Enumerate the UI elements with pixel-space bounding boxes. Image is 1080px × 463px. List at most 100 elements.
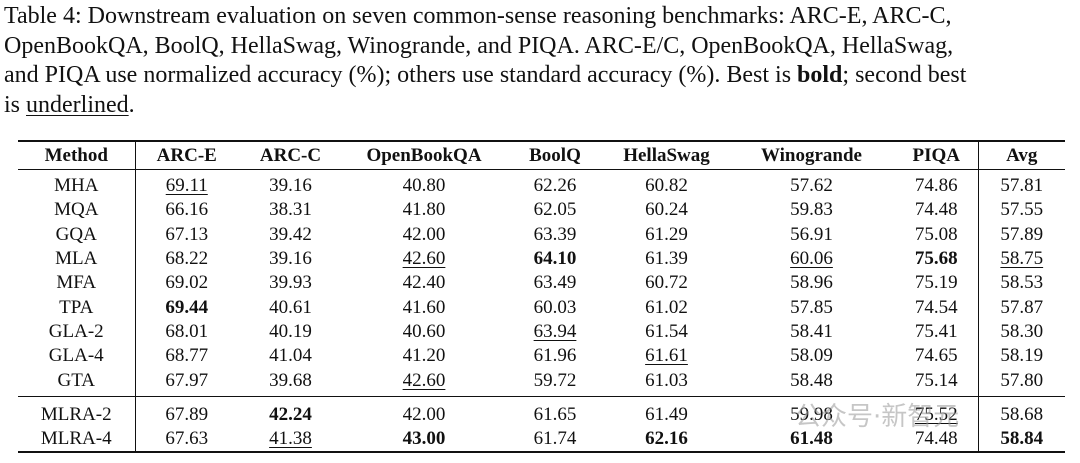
cell-container: 58.75 bbox=[978, 247, 1065, 271]
score: 62.16 bbox=[645, 428, 688, 450]
column-header: Method bbox=[18, 140, 136, 170]
cell-container: 42.24 bbox=[238, 395, 343, 427]
score: 39.93 bbox=[269, 272, 312, 294]
method-name: MQA bbox=[18, 198, 136, 223]
score: 75.68 bbox=[914, 248, 958, 270]
score: 60.82 bbox=[645, 175, 688, 197]
score: 39.16 bbox=[269, 248, 312, 270]
score: 61.96 bbox=[533, 345, 577, 367]
table-row: GTA 67.97 39.68 42.60 59.72 61.03 58.48 75.14 57… bbox=[18, 368, 1065, 397]
score: 57.55 bbox=[1000, 199, 1044, 221]
column-header: ARC-E bbox=[135, 140, 238, 170]
score: 63.94 bbox=[533, 320, 577, 342]
score: 58.84 bbox=[1000, 428, 1044, 450]
caption-text: bold bbox=[797, 62, 843, 88]
method-name: MFA bbox=[18, 271, 136, 296]
cell-container: 69.44 bbox=[135, 295, 238, 319]
table-row: MLA 68.22 39.16 42.60 64.10 61.39 60.06 75.68 58… bbox=[18, 246, 1065, 272]
cell-container: 43.00 bbox=[343, 426, 505, 454]
score: 60.06 bbox=[790, 248, 833, 270]
column-header: Winogrande bbox=[728, 140, 895, 170]
score: 67.63 bbox=[135, 426, 238, 454]
table-row: GQA 67.13 39.42 42.00 63.39 61.29 56.91 75.08 57… bbox=[18, 222, 1065, 247]
table-row: MLRA-2 67.89 42.24 42.00 61.65 61.49 59.98 75.5… bbox=[18, 395, 1065, 427]
table-row: MQA 66.16 38.31 41.80 62.05 60.24 59.83 74.48 57… bbox=[18, 198, 1065, 223]
column-header: PIQA bbox=[895, 140, 979, 170]
score: 57.87 bbox=[1000, 296, 1044, 318]
caption-line: and PIQA use normalized accuracy (%); ot… bbox=[4, 61, 1076, 91]
score: 60.03 bbox=[533, 296, 577, 318]
table-row: MFA 69.02 39.93 42.40 63.49 60.72 58.96 75.19 58… bbox=[18, 271, 1065, 296]
score: 58.96 bbox=[790, 272, 833, 294]
score: 43.00 bbox=[402, 428, 446, 450]
score: 58.48 bbox=[728, 368, 895, 397]
method-name: MLA bbox=[18, 246, 136, 272]
score: 57.81 bbox=[1000, 175, 1044, 197]
score: 62.05 bbox=[533, 199, 577, 221]
method-name: MLRA-4 bbox=[18, 426, 136, 454]
score: 58.68 bbox=[978, 395, 1065, 427]
score: 74.48 bbox=[895, 426, 979, 454]
table-row: MLRA-4 67.63 41.38 43.00 61.74 62.16 61.48 74.4… bbox=[18, 426, 1065, 454]
caption-text: is bbox=[4, 91, 27, 118]
watermark: 公众号·新智元 bbox=[795, 402, 960, 432]
score: 41.20 bbox=[402, 345, 446, 367]
table-row: TPA 69.44 40.61 41.60 60.03 61.02 57.85 74.54 57… bbox=[18, 295, 1065, 320]
method-name: MLRA-2 bbox=[18, 395, 136, 427]
score: 61.39 bbox=[645, 248, 688, 270]
score: 74.65 bbox=[895, 344, 979, 369]
score: 61.03 bbox=[605, 368, 728, 397]
table-row: GLA-2 68.01 40.19 40.60 63.94 61.54 58.41 75.41… bbox=[18, 319, 1065, 345]
row-group: MLRA-2 67.89 42.24 42.00 61.65 61.49 59.98 75.5… bbox=[18, 395, 1065, 454]
score: 61.49 bbox=[605, 395, 728, 427]
cell-container: 42.60 bbox=[343, 247, 505, 271]
caption: Table 4: Downstream evaluation on seven … bbox=[4, 2, 1076, 120]
caption-line: OpenBookQA, BoolQ, HellaSwag, Winogrande… bbox=[4, 32, 1076, 62]
score: 58.75 bbox=[1000, 248, 1044, 270]
cell-container: 75.52 bbox=[895, 395, 979, 427]
score: 40.80 bbox=[402, 175, 446, 197]
score: 56.91 bbox=[790, 223, 833, 245]
score: 75.14 bbox=[895, 368, 979, 397]
score: 62.26 bbox=[533, 175, 577, 197]
method-name: GTA bbox=[18, 368, 136, 397]
results-table: Method ARC-E ARC-C OpenBookQA BoolQ HellaSwag… bbox=[18, 140, 1065, 454]
score: 75.08 bbox=[895, 222, 979, 247]
table-row: GLA-4 68.77 41.04 41.20 61.96 61.61 58.09 74.65… bbox=[18, 344, 1065, 369]
score: 39.16 bbox=[269, 175, 312, 197]
score: 61.54 bbox=[645, 320, 688, 342]
score: 74.54 bbox=[895, 295, 979, 320]
score: 67.89 bbox=[135, 395, 238, 427]
score: 63.49 bbox=[533, 272, 577, 294]
score: 66.16 bbox=[165, 199, 209, 221]
score: 61.48 bbox=[790, 428, 833, 450]
score: 42.60 bbox=[402, 369, 446, 391]
score: 42.24 bbox=[269, 403, 312, 425]
score: 68.01 bbox=[165, 320, 209, 342]
score: 75.41 bbox=[895, 319, 979, 345]
score: 57.89 bbox=[1000, 223, 1044, 245]
score: 39.68 bbox=[238, 368, 343, 397]
cell-container: 75.68 bbox=[895, 246, 979, 272]
caption-text: OpenBookQA, BoolQ, HellaSwag, Winogrande… bbox=[4, 32, 954, 59]
caption-line: Table 4: Downstream evaluation on seven … bbox=[4, 2, 1076, 32]
cell-container: 60.06 bbox=[728, 247, 895, 271]
score: 63.39 bbox=[533, 223, 577, 245]
cell-container: 64.10 bbox=[505, 247, 605, 271]
score: 61.61 bbox=[645, 345, 688, 367]
column-header: OpenBookQA bbox=[343, 140, 505, 170]
score: 41.80 bbox=[402, 199, 446, 221]
score: 75.52 bbox=[914, 403, 958, 425]
score: 57.62 bbox=[790, 175, 833, 197]
method-name: GQA bbox=[18, 222, 136, 247]
score: 60.72 bbox=[645, 272, 688, 294]
method-name: GLA-4 bbox=[18, 344, 136, 369]
score: 75.19 bbox=[895, 271, 979, 296]
score: 42.60 bbox=[402, 248, 446, 270]
cell-container: 69.11 bbox=[135, 170, 238, 199]
method-name: TPA bbox=[18, 295, 136, 320]
caption-text: Table 4: Downstream evaluation on seven … bbox=[4, 3, 952, 29]
caption-text: underlined bbox=[26, 91, 129, 118]
cell-container: 61.61 bbox=[605, 344, 728, 368]
